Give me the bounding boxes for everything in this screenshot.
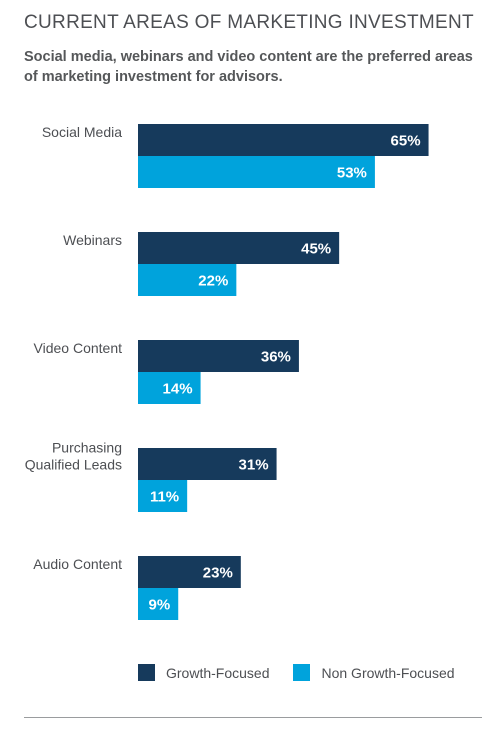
legend-swatch-growth: [138, 664, 155, 681]
legend-item-non-growth: Non Growth-Focused: [293, 664, 455, 681]
bar-growth-focused: [138, 124, 429, 156]
bar-non-growth-focused: [138, 480, 188, 512]
bar-value-label: 23%: [203, 565, 233, 582]
bar-value-label: 22%: [198, 273, 228, 290]
legend-label-growth: Growth-Focused: [166, 664, 270, 681]
bottom-divider: [24, 717, 482, 718]
category-label: Video Content: [34, 340, 123, 356]
bar-value-label: 53%: [337, 165, 367, 182]
bar-non-growth-focused: [138, 372, 201, 404]
legend-item-growth: Growth-Focused: [138, 664, 269, 681]
legend-label-non-growth: Non Growth-Focused: [321, 664, 455, 681]
bar-growth-focused: [138, 340, 299, 372]
legend-swatch-non-growth: [293, 664, 311, 681]
chart-legend: Growth-Focused Non Growth-Focused: [138, 664, 479, 681]
bar-value-label: 36%: [261, 349, 291, 366]
bar-growth-focused: [138, 232, 340, 264]
bar-value-label: 45%: [301, 241, 331, 258]
bar-growth-focused: [138, 556, 241, 588]
bar-non-growth-focused: [138, 588, 179, 620]
bar-chart: Social Media 65% 53% Webinars 45% 22% Video Co…: [25, 124, 429, 620]
bar-value-label: 11%: [150, 489, 179, 506]
category-label: Qualified Leads: [25, 457, 122, 473]
category-label: Audio Content: [33, 556, 122, 572]
bar-value-label: 9%: [149, 597, 171, 614]
category-label: Webinars: [63, 232, 122, 248]
category-label: Purchasing: [52, 440, 122, 456]
bar-growth-focused: [138, 448, 277, 480]
bar-value-label: 31%: [239, 457, 269, 474]
bar-non-growth-focused: [138, 156, 375, 188]
bar-non-growth-focused: [138, 264, 237, 296]
category-label: Social Media: [42, 124, 122, 140]
chart-subtitle: Social media, webinars and video content…: [24, 49, 473, 85]
bar-value-label: 14%: [163, 381, 193, 398]
chart-title: CURRENT AREAS OF MARKETING INVESTMENT: [24, 12, 474, 33]
bar-value-label: 65%: [391, 133, 421, 150]
